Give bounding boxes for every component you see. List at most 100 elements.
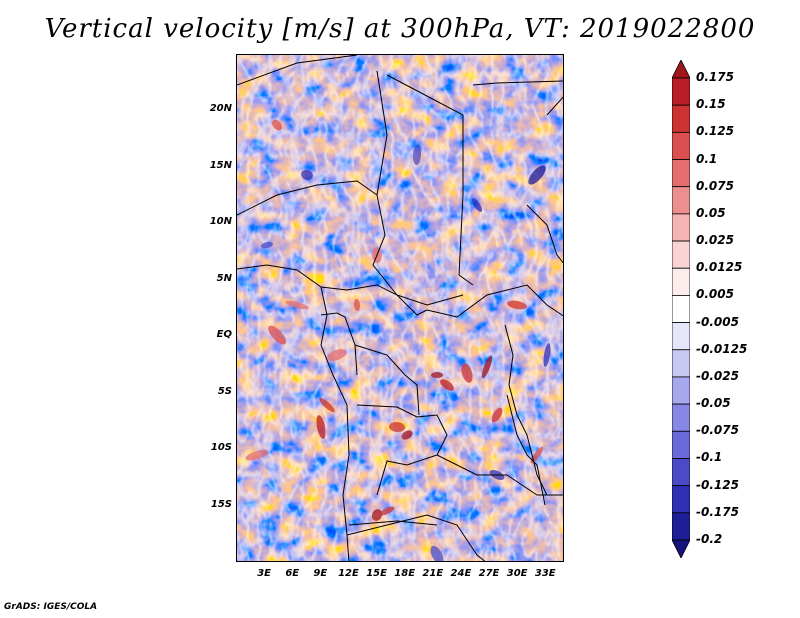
colorbar-box	[672, 213, 690, 242]
border-lake-tanganyika	[506, 394, 546, 506]
colorbar-box	[672, 77, 690, 106]
colorbar-level-label: 0.125	[696, 124, 734, 139]
velocity-patch	[316, 415, 326, 439]
colorbar-box	[672, 485, 690, 514]
velocity-patch	[401, 430, 413, 440]
colorbar-box	[672, 430, 690, 459]
colorbar-box	[672, 458, 690, 487]
border-drc-south	[356, 404, 448, 496]
velocity-patch	[471, 198, 483, 212]
colorbar-level-label: -0.005	[696, 314, 739, 329]
border-zambia	[436, 454, 563, 496]
colorbar-box	[672, 159, 690, 188]
lon-label-30e: 30E	[506, 568, 528, 579]
velocity-patch	[461, 363, 473, 383]
colorbar-level-label: 0.1	[696, 151, 718, 166]
lon-label-27e: 27E	[478, 568, 500, 579]
colorbar-box	[672, 131, 690, 160]
velocity-patch	[430, 545, 444, 561]
border-north-2	[386, 74, 474, 286]
velocity-patch	[371, 509, 383, 521]
colorbar-bottom-triangle	[672, 539, 690, 558]
velocity-patch	[530, 446, 544, 464]
grads-credit: GrADS: IGES/COLA	[4, 602, 98, 612]
border-red-sea	[472, 80, 563, 86]
border-east-coast	[546, 96, 563, 116]
map-panel	[236, 54, 564, 562]
velocity-patch	[389, 421, 405, 433]
lat-label-5s: 5S	[217, 385, 232, 397]
colorbar-level-label: 0.175	[696, 70, 734, 84]
border-central	[354, 344, 420, 416]
lon-label-24e: 24E	[450, 568, 472, 579]
lon-label-21e: 21E	[422, 568, 444, 579]
colorbar-top-triangle	[672, 60, 690, 79]
colorbar-box	[672, 322, 690, 351]
lon-label-6e: 6E	[285, 568, 300, 579]
lon-label-15e: 15E	[366, 568, 387, 579]
border-angola-namibia	[348, 520, 438, 526]
lat-label-15n: 15N	[209, 159, 232, 171]
colorbar-level-label: 0.15	[696, 97, 726, 112]
colorbar-level-label: -0.025	[696, 368, 739, 383]
colorbar-level-label: -0.125	[696, 477, 739, 492]
border-chad-sudan	[372, 264, 464, 306]
lon-label-9e: 9E	[313, 568, 328, 579]
velocity-patch	[491, 407, 503, 423]
velocity-patch	[507, 300, 527, 310]
colorbar-level-label: 0.05	[696, 205, 726, 220]
velocity-patch	[353, 299, 361, 311]
colorbar-level-label: -0.2	[696, 532, 723, 546]
vertical-velocity-field	[237, 55, 563, 561]
velocity-patch	[285, 300, 309, 310]
velocity-patch	[268, 325, 286, 345]
border-north-1	[237, 55, 358, 86]
velocity-patch	[272, 119, 282, 131]
strong-ascent-patches	[245, 119, 551, 561]
colorbar-level-label: 0.0125	[696, 260, 743, 275]
chart-title: Vertical velocity [m/s] at 300hPa, VT: 2…	[44, 14, 756, 44]
velocity-patch	[245, 449, 269, 461]
border-south	[346, 514, 486, 561]
lat-label-10s: 10S	[210, 442, 232, 454]
border-congo-north	[320, 284, 428, 316]
velocity-patch	[412, 145, 422, 165]
velocity-patch	[379, 506, 395, 516]
velocity-patch	[528, 165, 546, 185]
lat-label-5n: 5N	[216, 272, 232, 284]
lat-label-10n: 10N	[209, 216, 232, 228]
border-cameroon	[320, 312, 358, 376]
colorbar-box	[672, 104, 690, 133]
velocity-patch	[261, 241, 273, 249]
border-sahel	[237, 180, 386, 266]
lon-label-3e: 3E	[257, 568, 271, 579]
colorbar-box	[672, 376, 690, 405]
colorbar-box	[672, 512, 690, 541]
velocity-patch	[431, 372, 443, 378]
lat-label-20n: 20N	[209, 103, 232, 115]
lon-label-33e: 33E	[534, 568, 556, 579]
border-drc-east	[426, 284, 563, 318]
colorbar-box	[672, 349, 690, 378]
border-lakes	[504, 324, 548, 496]
velocity-patch	[301, 169, 313, 181]
velocity-patch	[327, 349, 347, 361]
lon-label-18e: 18E	[394, 568, 416, 579]
colorbar-level-label: -0.0125	[696, 341, 748, 356]
colorbar-level-label: -0.175	[696, 504, 739, 519]
velocity-patch	[481, 355, 493, 379]
colorbar-level-label: -0.075	[696, 423, 739, 438]
colorbar-level-label: 0.075	[696, 178, 734, 193]
colorbar-box	[672, 240, 690, 269]
border-libya-chad	[376, 70, 388, 196]
colorbar-level-label: 0.005	[696, 287, 734, 302]
country-borders	[237, 55, 563, 561]
colorbar-box	[672, 267, 690, 296]
colorbar-box	[672, 295, 690, 323]
border-coast-west	[237, 264, 350, 561]
colorbar-level-label: -0.05	[696, 396, 731, 411]
velocity-patch	[319, 397, 335, 413]
lat-label-15s: 15S	[210, 498, 232, 510]
colorbar-level-label: -0.1	[696, 450, 723, 465]
velocity-patch	[440, 379, 454, 391]
